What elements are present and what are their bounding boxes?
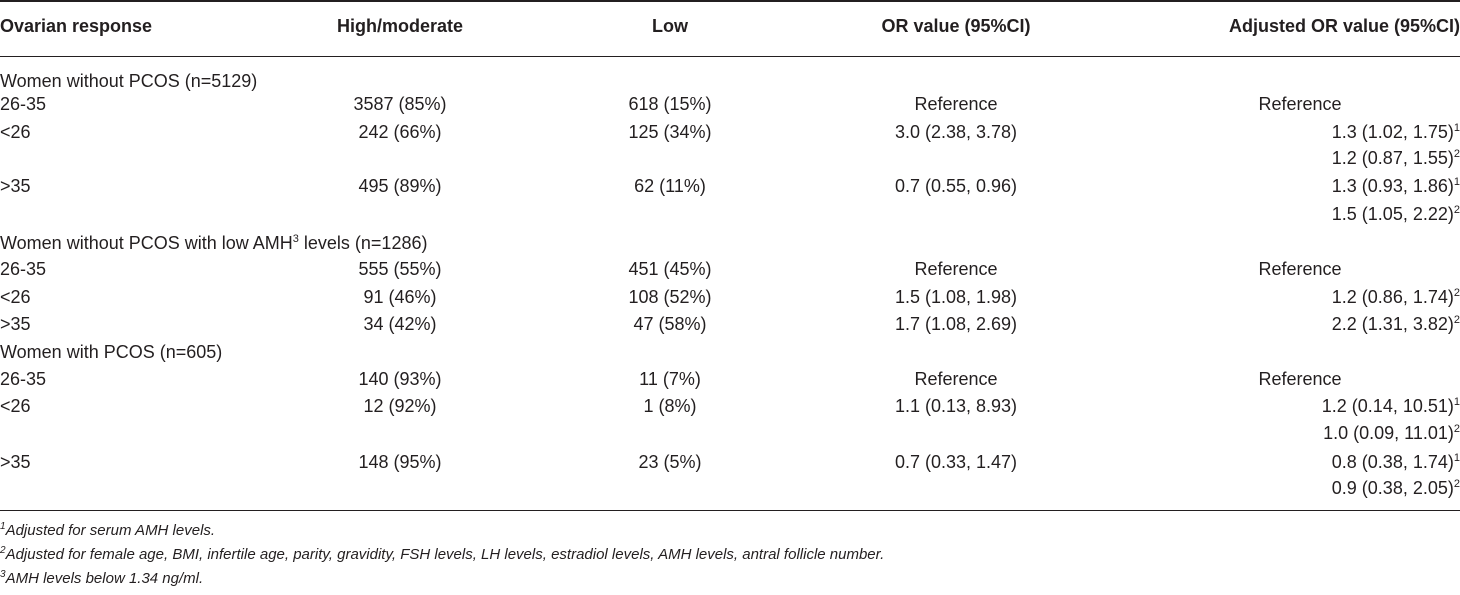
row-or-value: 1.7 (1.08, 2.69) (894, 314, 1018, 334)
table-top-rule (0, 0, 1460, 2)
row-adjusted-or: 1.0 (0.09, 11.01)2 (1160, 422, 1460, 444)
row-adjusted-or: Reference (1258, 259, 1342, 279)
adjusted-or-text: 0.9 (0.38, 2.05) (1331, 478, 1454, 498)
row-high-moderate: 148 (95%) (358, 452, 442, 472)
footnote-mark: 2 (1453, 287, 1460, 299)
row-low: 618 (15%) (628, 94, 712, 114)
row-low: 62 (11%) (634, 176, 706, 196)
row-low: 125 (34%) (628, 122, 712, 142)
adjusted-or-text: 1.3 (0.93, 1.86) (1331, 176, 1454, 196)
row-age: <26 (0, 396, 31, 416)
footnote-mark: 2 (1453, 478, 1460, 490)
row-high-moderate: 242 (66%) (358, 122, 442, 142)
row-high-moderate: 555 (55%) (358, 259, 442, 279)
group-title-text: levels (n=1286) (298, 233, 428, 253)
footnote-text: Adjusted for female age, BMI, infertile … (5, 546, 885, 563)
row-age: >35 (0, 452, 31, 472)
footnote-mark: 3 (0, 569, 6, 580)
row-high-moderate: 3587 (85%) (353, 94, 447, 114)
row-low: 11 (7%) (639, 369, 701, 389)
adjusted-or-text: 1.3 (1.02, 1.75) (1331, 122, 1454, 142)
row-low: 108 (52%) (628, 287, 712, 307)
row-age: <26 (0, 122, 31, 142)
row-adjusted-or: Reference (1258, 94, 1342, 114)
footnote-mark: 2 (1453, 148, 1460, 160)
table-bottom-rule (0, 510, 1460, 511)
footnote-mark: 2 (1453, 204, 1460, 216)
footnote-2: 2Adjusted for female age, BMI, infertile… (0, 545, 884, 565)
row-age: >35 (0, 176, 31, 196)
footnote-mark: 1 (0, 521, 6, 532)
row-adjusted-or: 2.2 (1.31, 3.82)2 (1160, 313, 1460, 335)
adjusted-or-text: 0.8 (0.38, 1.74) (1331, 452, 1454, 472)
row-adjusted-or: 1.2 (0.14, 10.51)1 (1160, 395, 1460, 417)
header-or-value: OR value (95%CI) (881, 16, 1031, 36)
row-high-moderate: 91 (46%) (363, 287, 437, 307)
footnote-mark: 2 (1453, 314, 1460, 326)
group-title-without-pcos: Women without PCOS (n=5129) (0, 71, 258, 91)
header-high-moderate: High/moderate (336, 16, 464, 36)
row-high-moderate: 34 (42%) (363, 314, 437, 334)
row-low: 23 (5%) (638, 452, 702, 472)
footnote-mark: 1 (1453, 452, 1460, 464)
row-or-value: 0.7 (0.55, 0.96) (894, 176, 1018, 196)
row-low: 451 (45%) (628, 259, 712, 279)
footnote-text: AMH levels below 1.34 ng/ml. (5, 570, 204, 587)
row-low: 1 (8%) (643, 396, 697, 416)
footnote-mark: 2 (1453, 423, 1460, 435)
footnote-mark: 2 (0, 545, 6, 556)
footnote-3: 3AMH levels below 1.34 ng/ml. (0, 569, 203, 589)
row-low: 47 (58%) (633, 314, 707, 334)
adjusted-or-text: 1.2 (0.14, 10.51) (1321, 396, 1454, 416)
row-age: 26-35 (0, 259, 47, 279)
row-age: 26-35 (0, 369, 47, 389)
row-or-value: 1.5 (1.08, 1.98) (894, 287, 1018, 307)
row-adjusted-or: 1.2 (0.86, 1.74)2 (1160, 286, 1460, 308)
row-high-moderate: 12 (92%) (363, 396, 437, 416)
row-adjusted-or: 1.2 (0.87, 1.55)2 (1160, 147, 1460, 169)
footnote-mark: 1 (1453, 396, 1460, 408)
header-rule (0, 56, 1460, 57)
row-adjusted-or: 0.8 (0.38, 1.74)1 (1160, 451, 1460, 473)
row-age: 26-35 (0, 94, 47, 114)
group-title-with-pcos: Women with PCOS (n=605) (0, 342, 223, 362)
header-low: Low (652, 16, 688, 36)
group-title-low-amh: Women without PCOS with low AMH3 levels … (0, 232, 427, 254)
footnote-text: Adjusted for serum AMH levels. (5, 522, 216, 539)
adjusted-or-text: 2.2 (1.31, 3.82) (1331, 314, 1454, 334)
adjusted-or-text: 1.2 (0.86, 1.74) (1331, 287, 1454, 307)
adjusted-or-text: 1.5 (1.05, 2.22) (1331, 204, 1454, 224)
row-adjusted-or: 1.3 (1.02, 1.75)1 (1160, 121, 1460, 143)
row-adjusted-or: 1.5 (1.05, 2.22)2 (1160, 203, 1460, 225)
row-age: <26 (0, 287, 31, 307)
row-adjusted-or: 0.9 (0.38, 2.05)2 (1160, 477, 1460, 499)
row-or-value: 1.1 (0.13, 8.93) (894, 396, 1018, 416)
group-title-text: Women without PCOS with low AMH (0, 233, 293, 253)
row-adjusted-or: Reference (1258, 369, 1342, 389)
row-or-value: 3.0 (2.38, 3.78) (894, 122, 1018, 142)
header-ovarian-response: Ovarian response (0, 16, 153, 36)
row-or-value: Reference (914, 259, 998, 279)
header-adjusted-or-value: Adjusted OR value (95%CI) (1228, 16, 1460, 36)
row-or-value: Reference (914, 369, 998, 389)
footnote-mark: 3 (292, 233, 299, 245)
row-age: >35 (0, 314, 31, 334)
footnote-mark: 1 (1453, 122, 1460, 134)
adjusted-or-text: 1.0 (0.09, 11.01) (1323, 423, 1454, 443)
row-adjusted-or: 1.3 (0.93, 1.86)1 (1160, 175, 1460, 197)
adjusted-or-text: 1.2 (0.87, 1.55) (1331, 148, 1454, 168)
row-or-value: 0.7 (0.33, 1.47) (894, 452, 1018, 472)
footnote-1: 1Adjusted for serum AMH levels. (0, 521, 215, 541)
footnote-mark: 1 (1453, 176, 1460, 188)
row-high-moderate: 495 (89%) (358, 176, 442, 196)
row-high-moderate: 140 (93%) (358, 369, 442, 389)
row-or-value: Reference (914, 94, 998, 114)
